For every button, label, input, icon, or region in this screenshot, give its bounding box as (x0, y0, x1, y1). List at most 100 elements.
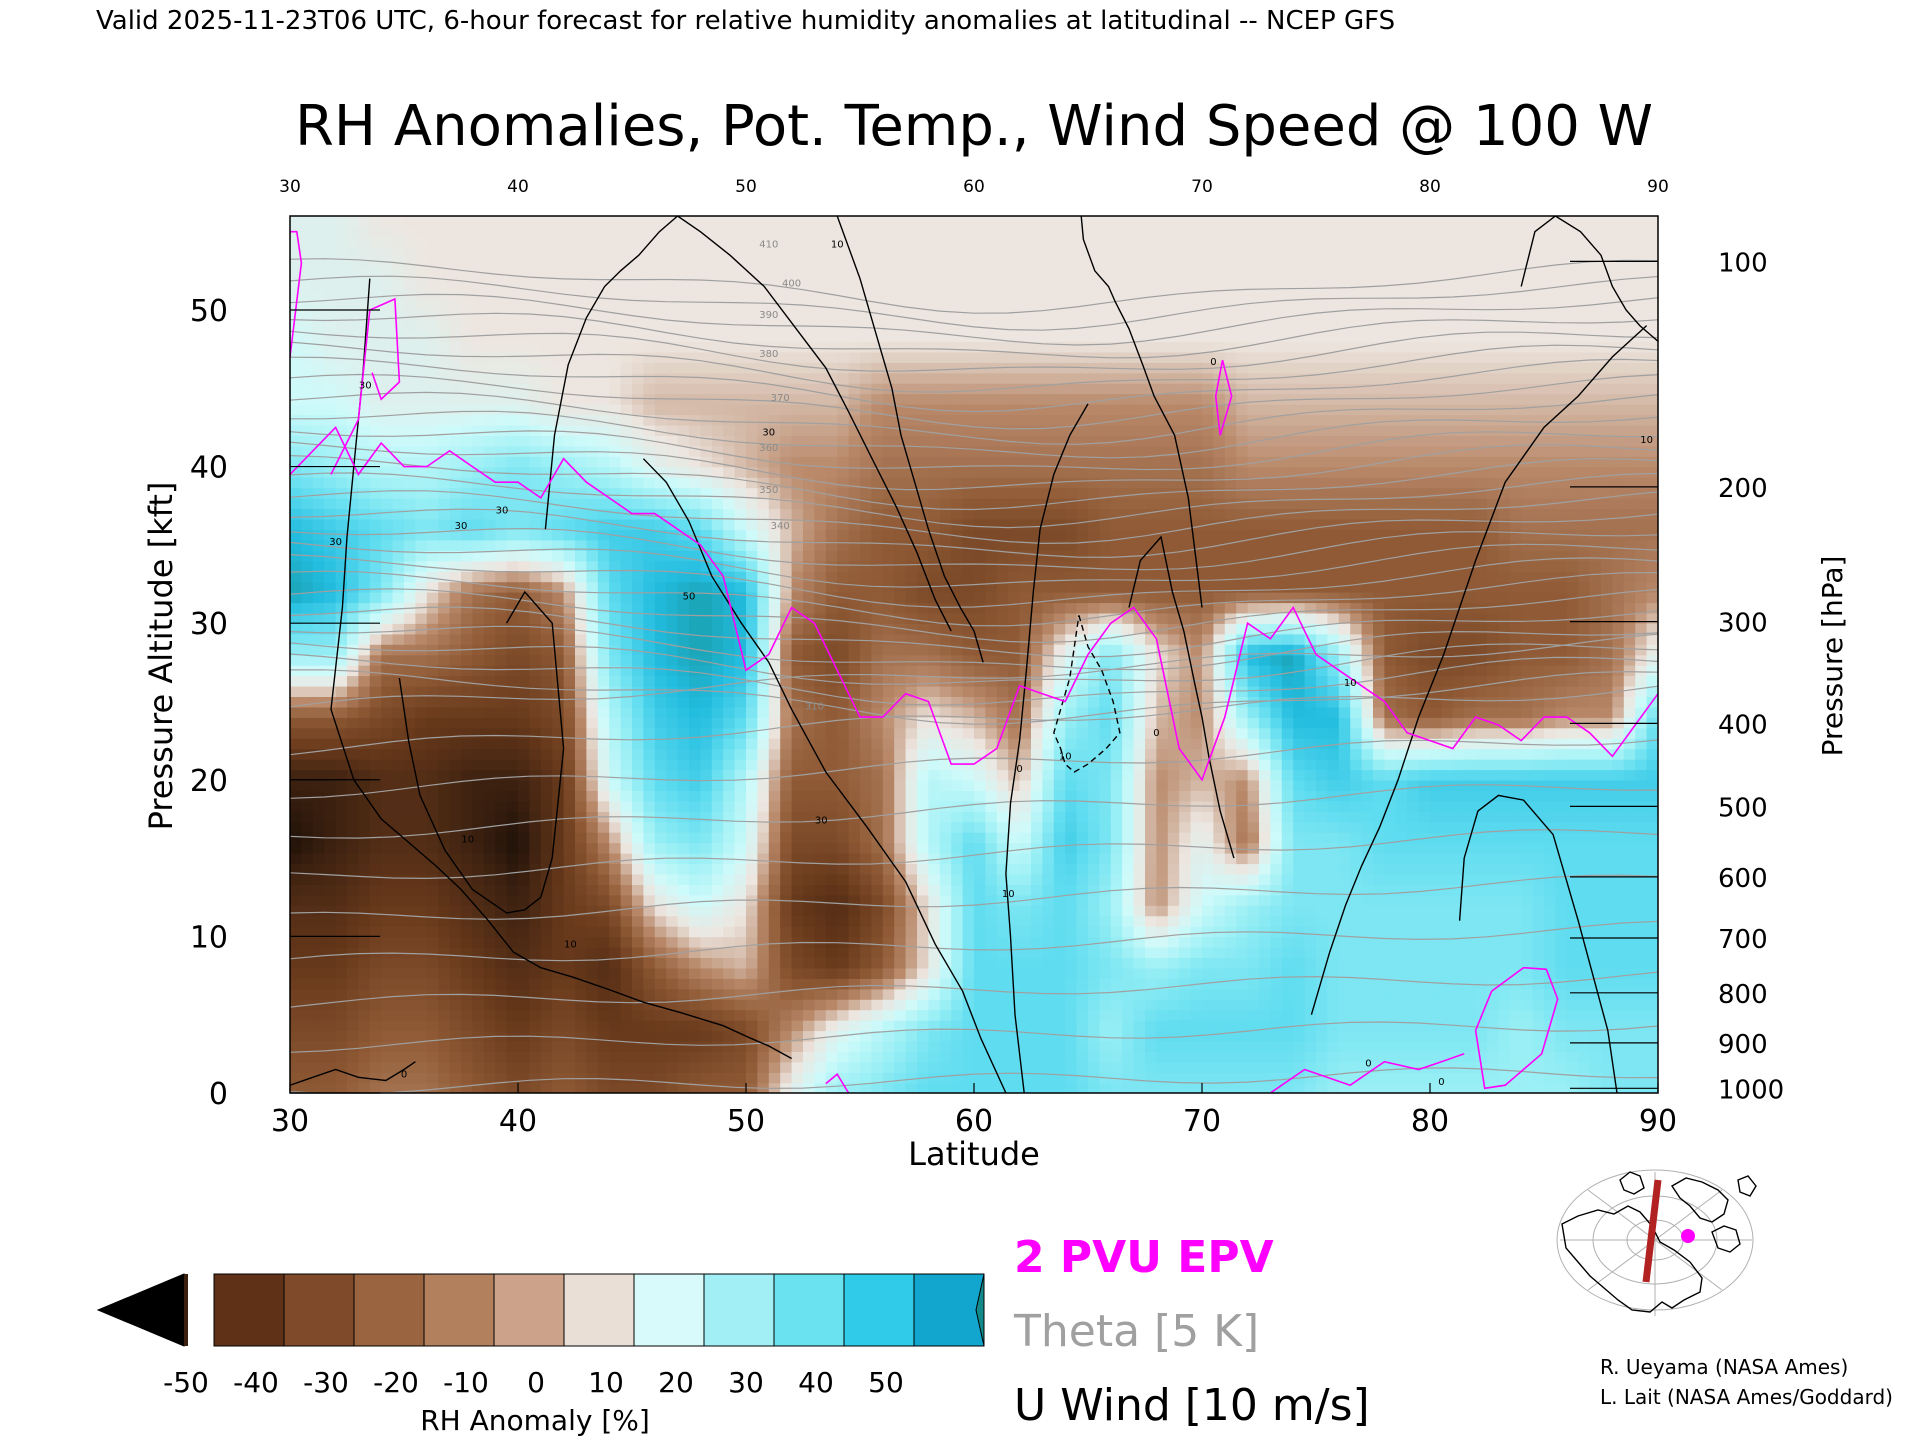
rh-cell (780, 1030, 793, 1042)
rh-cell (392, 654, 405, 666)
rh-cell (609, 278, 622, 290)
rh-cell (711, 310, 724, 322)
rh-cell (290, 414, 303, 426)
rh-cell (951, 581, 964, 593)
rh-cell (552, 894, 565, 906)
rh-cell (939, 236, 952, 249)
rh-cell (449, 351, 462, 363)
rh-cell (415, 967, 428, 979)
rh-cell (597, 738, 610, 750)
rh-cell (381, 988, 394, 1000)
rh-cell (438, 685, 451, 697)
rh-cell (335, 685, 348, 697)
rh-cell (825, 497, 838, 510)
rh-cell (780, 842, 793, 854)
rh-cell (472, 873, 485, 885)
rh-cell (597, 278, 610, 290)
rh-cell (723, 456, 736, 468)
rh-cell (723, 539, 736, 551)
rh-cell (654, 863, 667, 875)
rh-cell (746, 936, 759, 948)
rh-cell (757, 268, 770, 280)
rh-cell (951, 236, 964, 249)
rh-cell (392, 560, 405, 572)
rh-cell (392, 1051, 405, 1063)
rh-cell (666, 675, 679, 687)
rh-cell (620, 1019, 633, 1032)
rh-cell (415, 424, 428, 436)
rh-cell (506, 978, 519, 990)
rh-cell (757, 445, 770, 457)
rh-cell (392, 873, 405, 885)
rh-cell (324, 591, 337, 604)
rh-cell (825, 999, 838, 1011)
rh-cell (335, 403, 348, 416)
rh-cell (563, 236, 576, 249)
rh-cell (791, 999, 804, 1011)
rh-cell (951, 1019, 964, 1032)
rh-cell (301, 664, 314, 677)
rh-cell (734, 435, 747, 447)
rh-cell (689, 550, 702, 562)
rh-cell (575, 978, 588, 990)
rh-cell (506, 863, 519, 875)
rh-cell (620, 477, 633, 489)
rh-cell (324, 341, 337, 353)
rh-cell (632, 372, 645, 384)
rh-cell (700, 978, 713, 990)
rh-cell (871, 1072, 884, 1084)
rh-cell (518, 1019, 531, 1032)
rh-cell (426, 508, 439, 520)
rh-cell (312, 685, 325, 697)
rh-cell (575, 571, 588, 583)
rh-cell (860, 497, 873, 510)
rh-cell (438, 477, 451, 489)
rh-cell (917, 1019, 930, 1032)
rh-cell (723, 581, 736, 593)
rh-cell (461, 633, 474, 645)
rh-cell (962, 863, 975, 875)
rh-cell (654, 832, 667, 844)
rh-cell (666, 560, 679, 572)
rh-cell (301, 320, 314, 332)
rh-cell (301, 999, 314, 1011)
rh-cell (860, 341, 873, 353)
rh-cell (301, 456, 314, 468)
rh-cell (369, 372, 382, 384)
rh-cell (700, 518, 713, 530)
rh-cell (620, 1061, 633, 1073)
rh-cell (575, 310, 588, 322)
rh-cell (620, 769, 633, 781)
rh-cell (723, 821, 736, 833)
rh-cell (461, 1009, 474, 1021)
rh-cell (723, 790, 736, 802)
rh-cell (461, 790, 474, 802)
rh-cell (449, 999, 462, 1011)
rh-cell (301, 497, 314, 510)
rh-cell (871, 310, 884, 322)
rh-cell (518, 424, 531, 436)
rh-cell (506, 758, 519, 771)
rh-cell (768, 445, 781, 457)
rh-cell (495, 372, 508, 384)
rh-cell (597, 654, 610, 666)
rh-cell (347, 497, 360, 510)
rh-cell (597, 884, 610, 896)
rh-cell (734, 226, 747, 238)
rh-cell (392, 602, 405, 614)
rh-cell (347, 612, 360, 624)
rh-cell (951, 999, 964, 1011)
rh-cell (848, 821, 861, 833)
rh-cell (825, 247, 838, 259)
rh-cell (301, 529, 314, 541)
rh-cell (575, 508, 588, 520)
rh-cell (392, 393, 405, 405)
rh-cell (597, 821, 610, 833)
rh-cell (643, 1019, 656, 1032)
rh-cell (632, 832, 645, 844)
rh-cell (358, 654, 371, 666)
rh-cell (689, 289, 702, 301)
rh-cell (563, 278, 576, 290)
rh-cell (438, 257, 451, 269)
rh-cell (723, 717, 736, 729)
